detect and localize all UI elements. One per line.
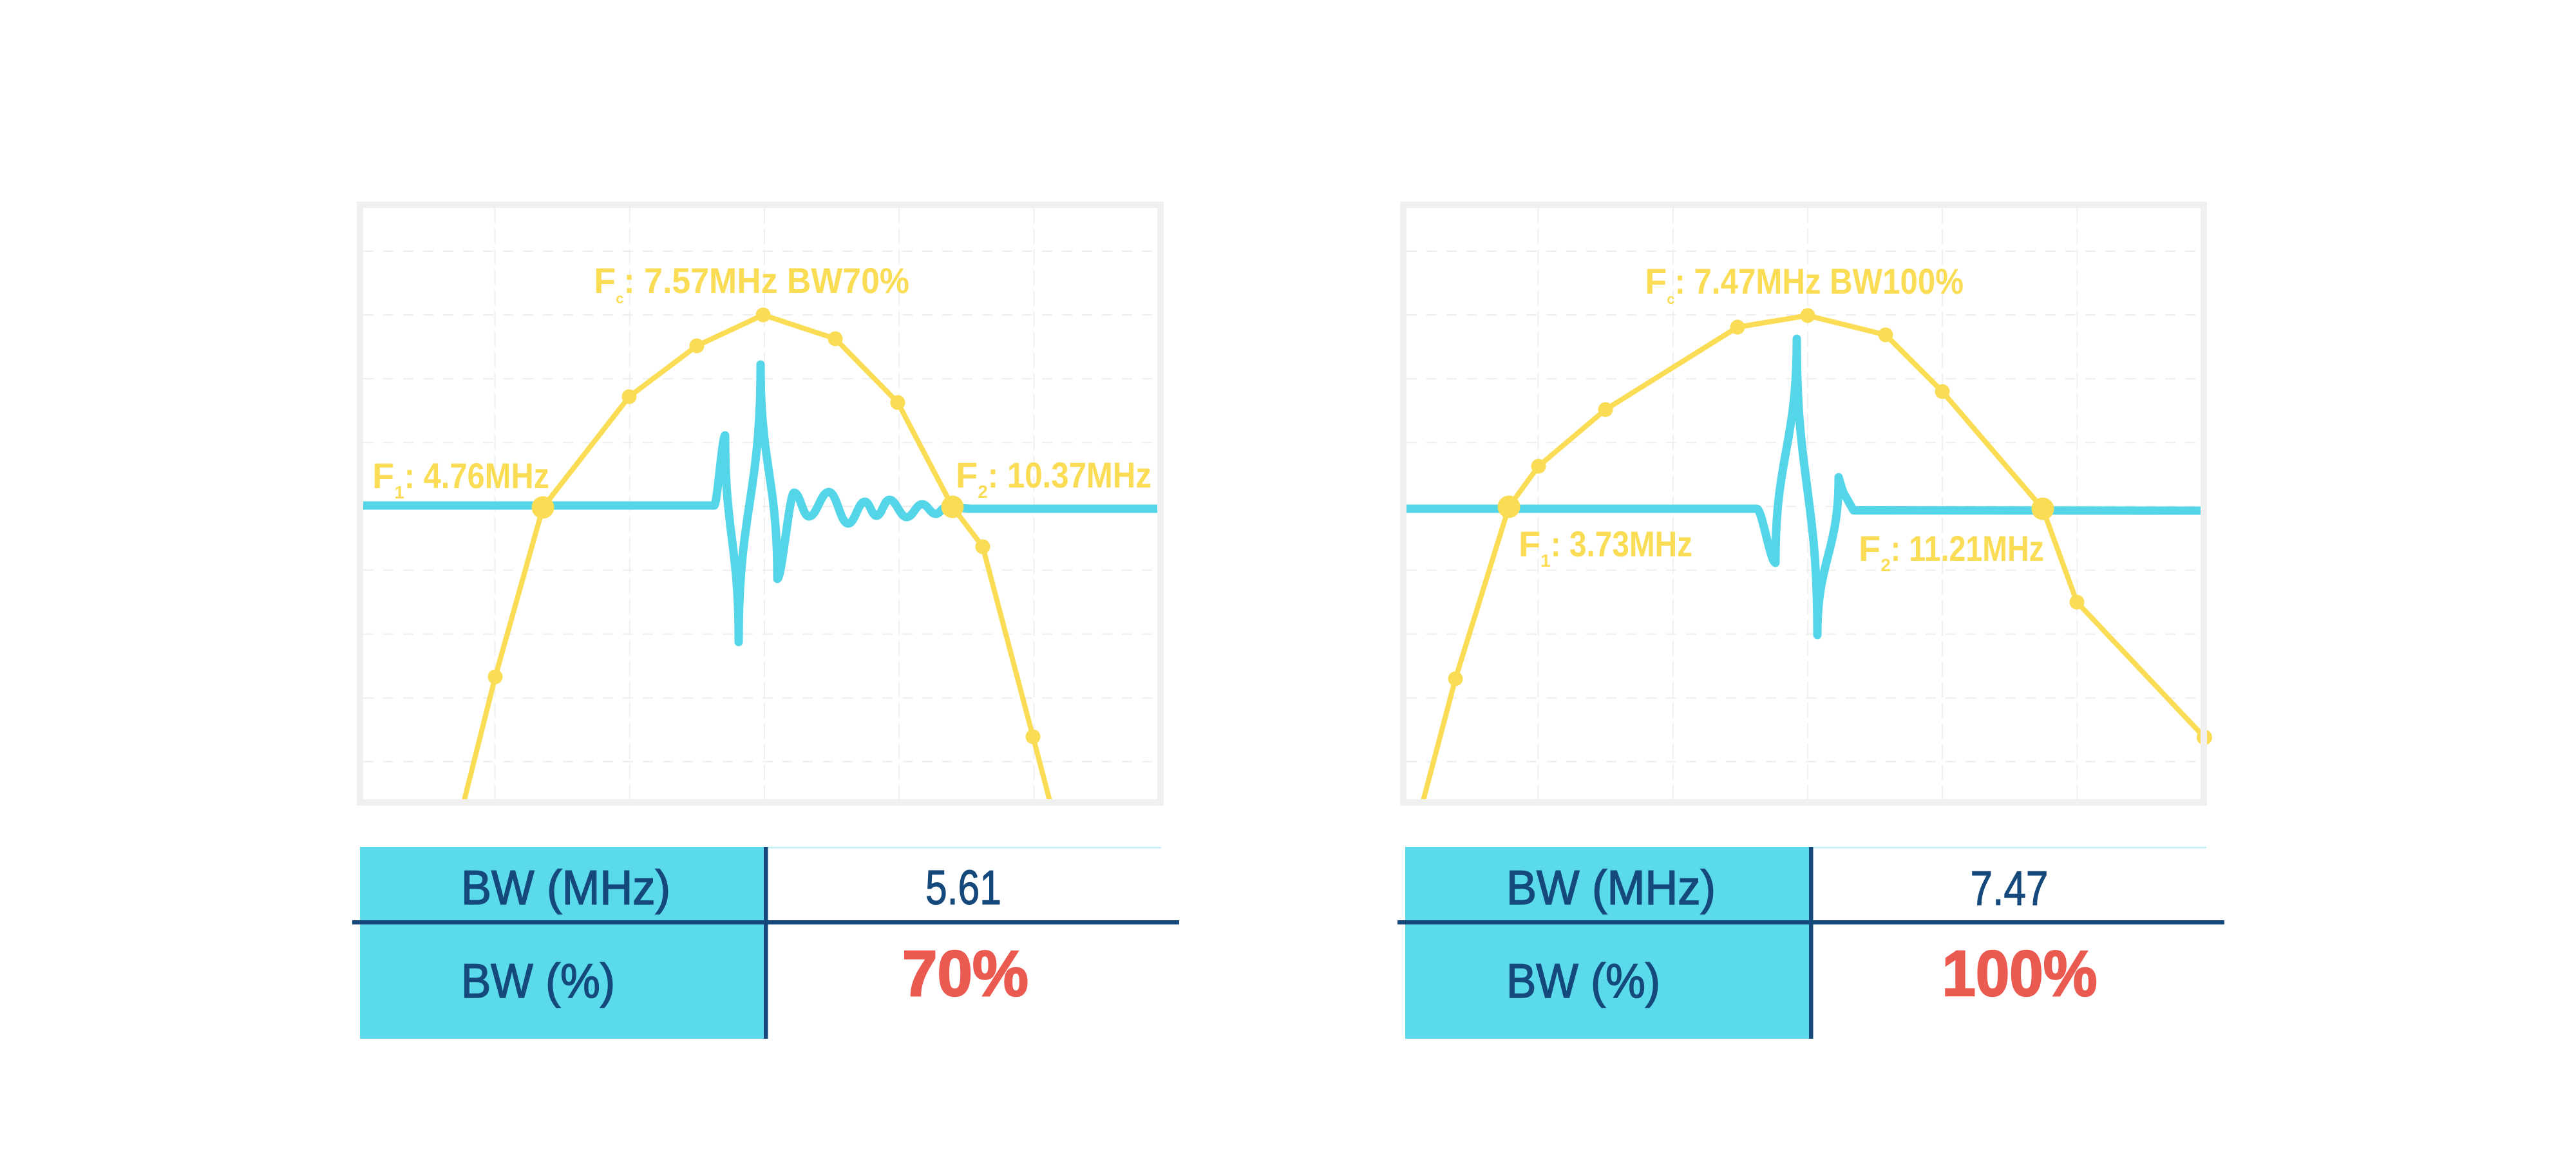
svg-text:BW (%): BW (%): [1506, 954, 1660, 1008]
svg-text:70%: 70%: [902, 938, 1028, 1010]
svg-text:2: 2: [1880, 555, 1891, 575]
svg-text:7.47: 7.47: [1971, 861, 2049, 915]
svg-text:F: F: [594, 260, 616, 301]
svg-text:F: F: [1645, 261, 1667, 301]
svg-text:: 7.57MHz BW70%: : 7.57MHz BW70%: [624, 260, 910, 301]
svg-text:: 11.21MHz: : 11.21MHz: [1891, 528, 2044, 569]
svg-text:: 10.37MHz: : 10.37MHz: [988, 455, 1151, 495]
svg-text:BW (MHz): BW (MHz): [1506, 860, 1716, 914]
svg-text:1: 1: [394, 482, 404, 502]
svg-text:: 7.47MHz BW100%: : 7.47MHz BW100%: [1675, 261, 1964, 301]
svg-text:: 4.76MHz: : 4.76MHz: [404, 455, 549, 496]
svg-text:BW (%): BW (%): [461, 954, 615, 1008]
svg-text:F: F: [1519, 524, 1540, 564]
svg-text:BW (MHz): BW (MHz): [461, 860, 670, 914]
svg-text:F: F: [372, 455, 394, 496]
svg-text:: 3.73MHz: : 3.73MHz: [1551, 524, 1692, 564]
svg-text:F: F: [956, 455, 978, 495]
svg-text:F: F: [1859, 528, 1880, 569]
svg-text:2: 2: [978, 482, 988, 502]
svg-text:100%: 100%: [1942, 938, 2098, 1010]
svg-text:1: 1: [1540, 551, 1551, 571]
svg-text:c: c: [616, 290, 623, 307]
svg-text:c: c: [1667, 291, 1674, 307]
svg-text:5.61: 5.61: [925, 860, 1001, 914]
